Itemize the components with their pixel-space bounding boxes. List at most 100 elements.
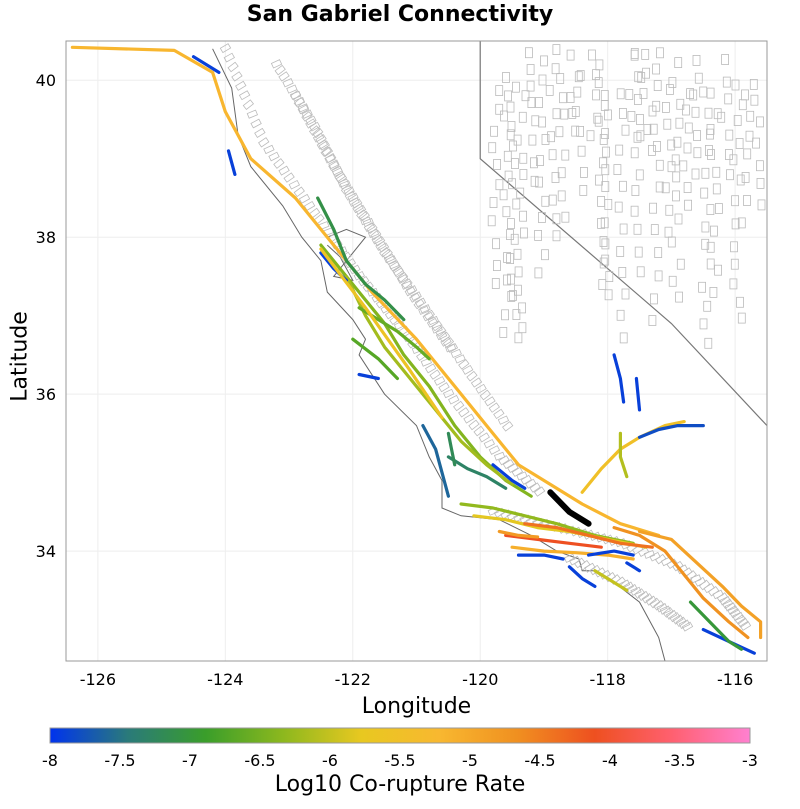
fault-section-outline [516,187,525,199]
plot-background [66,41,767,661]
fault-section-outline [736,174,745,186]
fault-section-outline [561,211,570,223]
fault-section-outline [223,52,235,63]
fault-section-outline [679,160,688,172]
fault-section-outline [615,144,624,156]
fault-section-outline [514,284,522,296]
colorbar: -8 -7.5 -7 -6.5 -6 -5.5 -5 -4.5 -4 -3.5 -3 [42,727,758,770]
fault-section-outline [619,180,627,192]
fault-section-outline [362,217,375,227]
axis-ticks: -126 -124 -122 -120 -118 -116 34 36 38 40 [36,71,754,689]
fault-section-outline [491,278,500,289]
fault-section-outline [513,248,522,260]
fault-section-outline [424,363,437,374]
fault-trace [191,55,221,74]
fault-section-outline [405,285,418,295]
fault-section-outline [667,161,676,173]
fault-section-outline [633,588,646,599]
fault-section-outline [293,186,305,198]
fault-section-outline [576,70,585,81]
fault-section-outline [506,218,515,230]
fault-section-outline [706,258,715,270]
fault-section-outline [541,249,549,261]
fault-section-outline [649,597,661,609]
fault-section-outline [662,102,670,113]
fault-section-outline [320,146,332,158]
fault-section-outline [655,181,664,193]
fault-section-outline [648,315,657,326]
fault-section-outline [435,326,447,337]
fault-section-outline [423,309,435,321]
fault-section-outline [458,407,470,418]
fault-trace [637,424,705,439]
fault-section-outline [286,84,298,94]
fault-section-outline [654,270,663,282]
fault-section-outline [630,205,639,217]
fault-section-outline [535,97,543,108]
fault-section-outline [312,127,324,139]
fault-section-outline [674,57,683,68]
fault-section-outline [332,167,344,177]
fault-section-outline [530,157,538,169]
fault-section-outline [308,125,321,136]
fault-section-outline [621,124,630,136]
fault-section-outline [339,180,352,190]
fault-section-outline [599,257,608,269]
fault-section-outline [727,605,739,615]
fault-section-outline [743,148,752,160]
fault-section-outline [438,382,450,393]
fault-section-outline [293,96,305,108]
fault-section-outline [540,55,548,67]
fault-section-outline [324,154,336,164]
fault-section-outline [576,126,584,137]
fault-section-outline [413,298,425,310]
fault-section-outline [756,116,764,128]
fault-section-outline [571,106,580,117]
fault-section-outline [343,186,355,196]
fault-section-outline [525,478,537,489]
fault-section-outline [519,152,528,164]
fault-section-outline [676,258,685,270]
y-tick-label: 36 [36,385,56,404]
fault-section-outline [645,595,657,606]
fault-section-outline [513,134,522,146]
x-tick-label: -120 [462,670,498,689]
fault-section-outline [297,103,310,113]
fault-section-outline [497,415,510,425]
fault-section-outline [518,322,527,334]
fault-section-outline [404,286,416,297]
fault-section-outline [555,126,564,138]
fault-section-outline [516,471,528,481]
fault-section-outline [579,184,588,196]
fault-section-outline [619,223,628,235]
fault-section-outline [552,108,561,120]
fault-section-outline [499,326,508,338]
fault-section-outline [600,217,609,229]
fault-section-outline [735,138,744,149]
fault-section-outline [495,85,504,96]
fault-section-outline [752,137,760,149]
fault-section-outline [656,47,664,59]
fault-section-outline [627,111,636,122]
fault-section-outline [444,343,457,353]
fault-section-outline [599,157,607,169]
fault-section-outline [636,266,645,278]
fault-section-outline [642,67,650,79]
colorbar-tick-label: -5 [462,751,478,770]
fault-section-outline [538,212,546,223]
fault-section-outline [700,187,709,199]
fault-section-outline [548,194,557,206]
state-border [479,41,767,427]
fault-section-outline [594,115,603,127]
y-tick-label: 38 [36,228,56,247]
fault-section-outline [318,140,330,151]
fault-section-outline [468,419,480,431]
fault-section-outline [653,140,661,152]
fault-section-outline [397,273,409,284]
fault-section-outline [756,177,765,189]
fault-section-outline [519,210,527,222]
fault-section-outline [557,167,566,179]
fault-section-outline [246,109,259,119]
fault-section-outline [749,79,758,90]
fault-section-outline [729,278,738,290]
